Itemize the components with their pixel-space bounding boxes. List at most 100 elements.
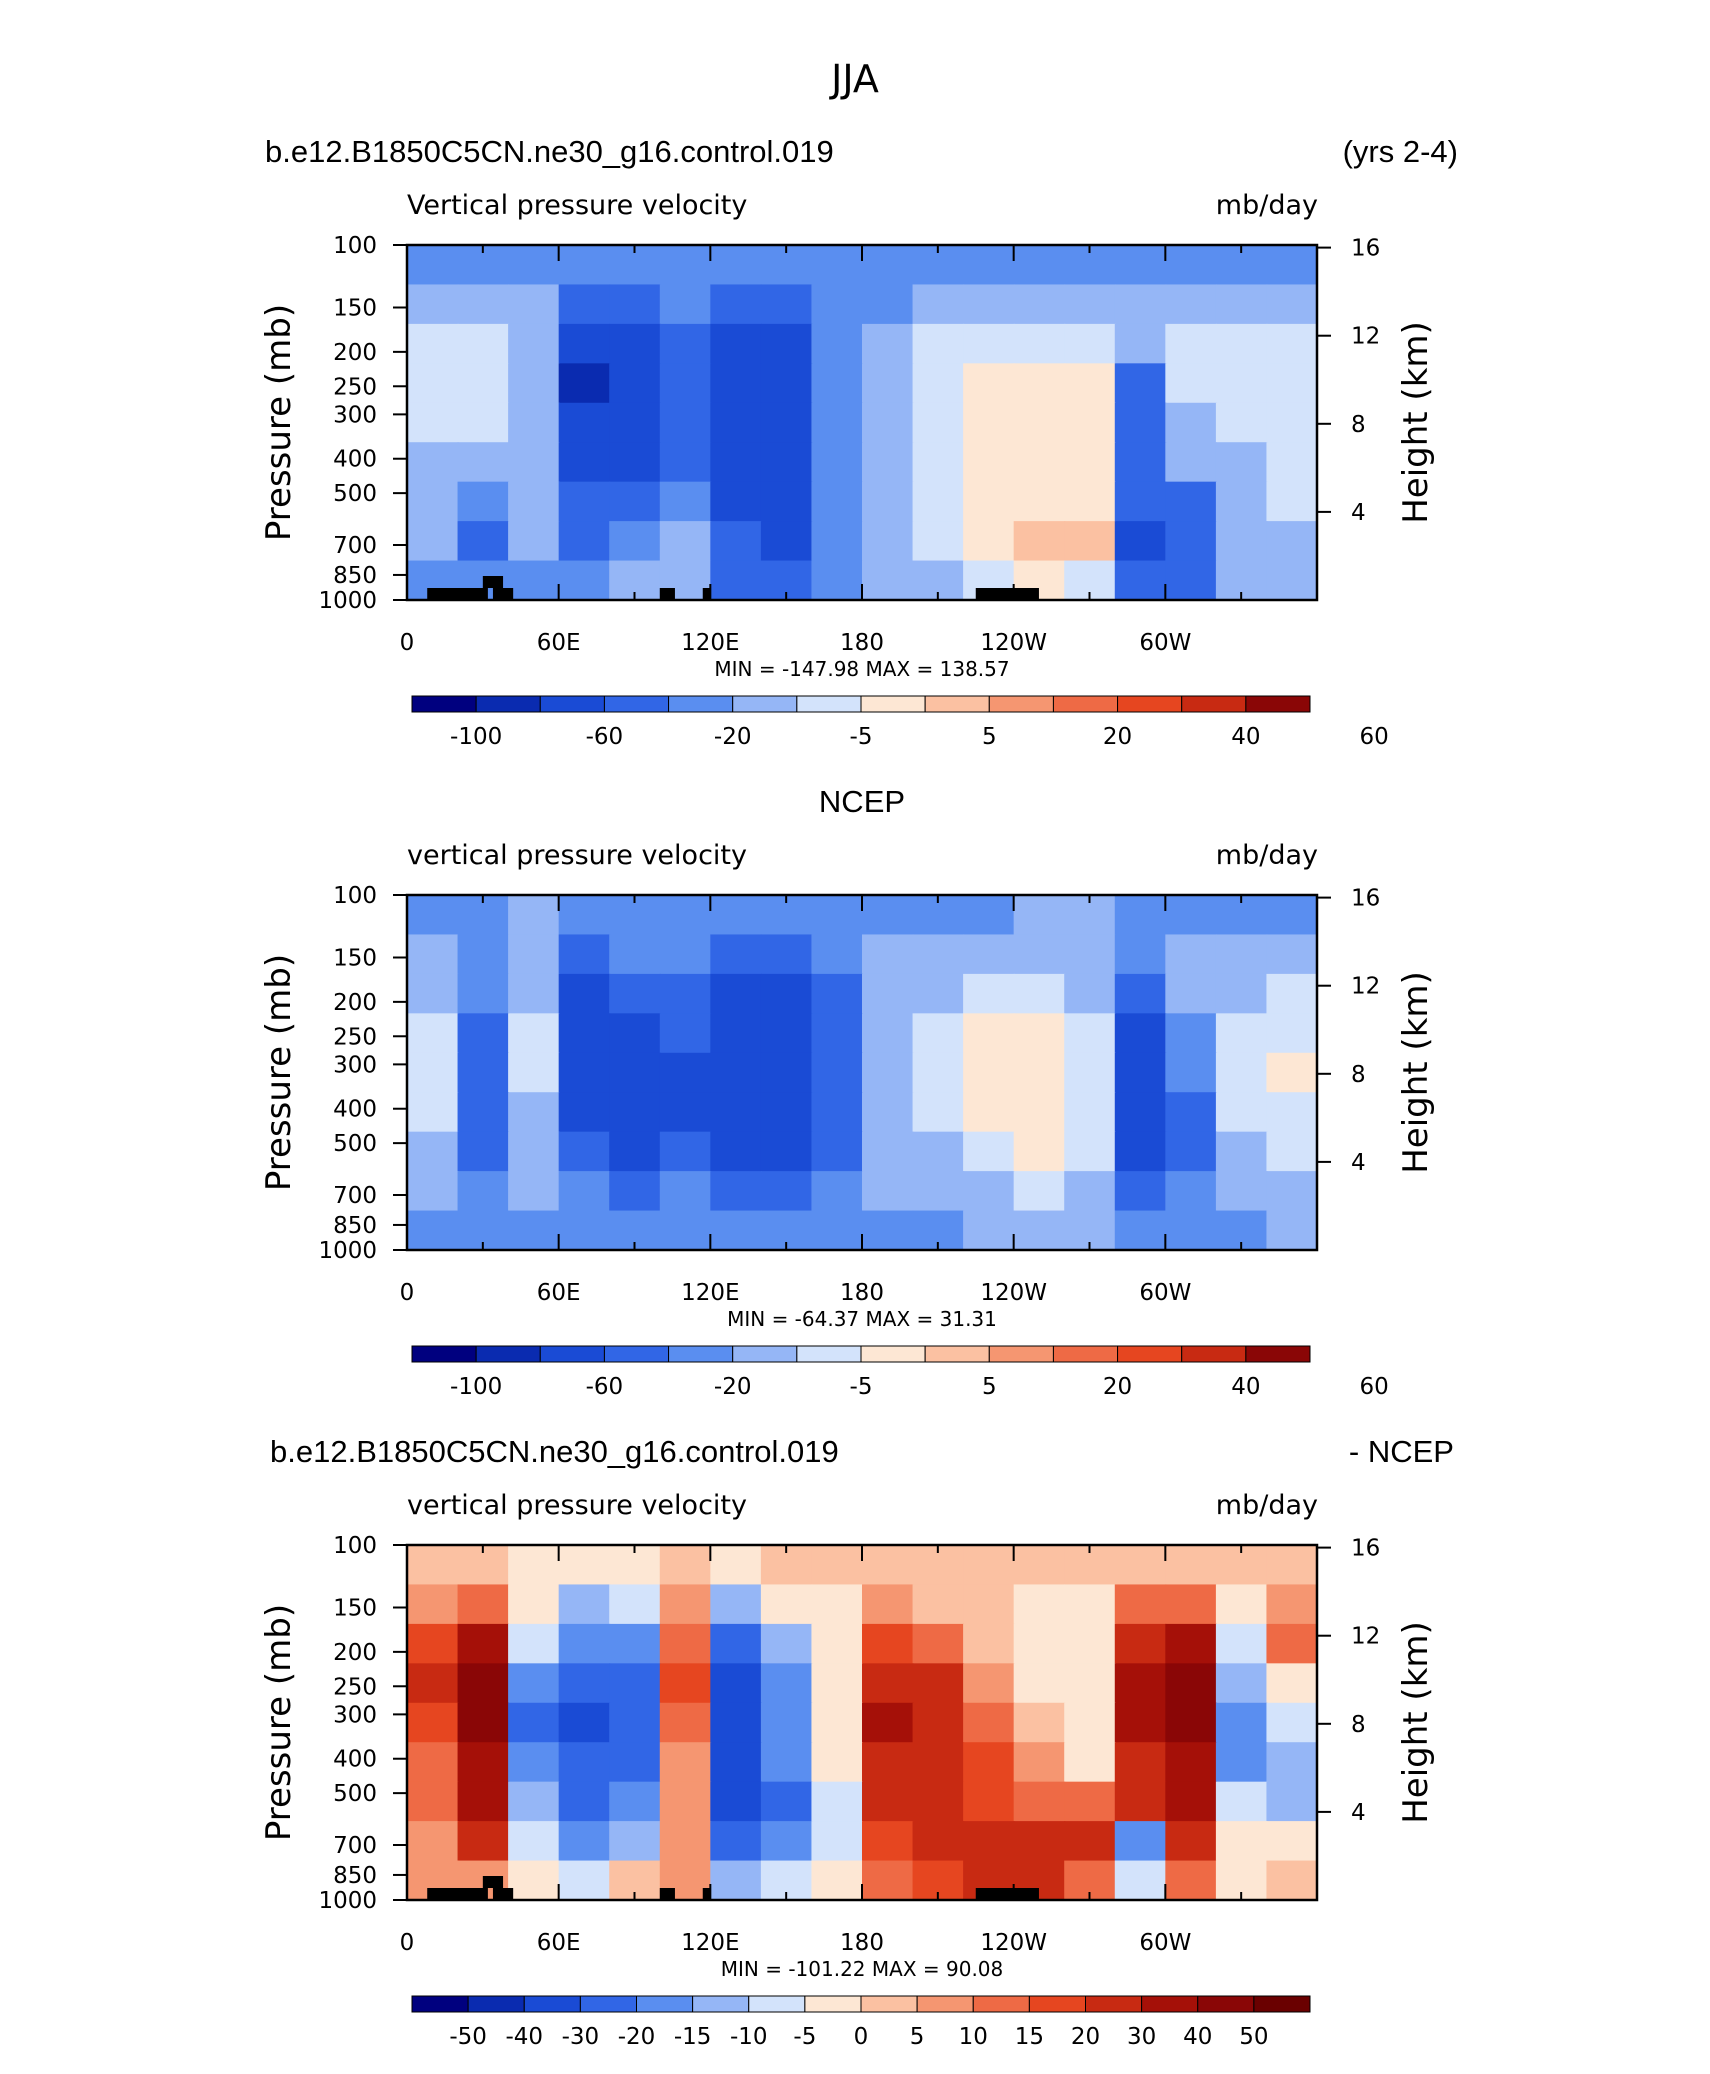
panel-model: b.e12.B1850C5CN.ne30_g16.control.019 (yr… bbox=[259, 134, 1458, 750]
heatmap-cell bbox=[508, 1860, 560, 1900]
heatmap-cell bbox=[609, 1742, 661, 1783]
heatmap-cell bbox=[760, 323, 813, 365]
heatmap-cell bbox=[659, 521, 712, 562]
heatmap-cell bbox=[710, 1545, 762, 1586]
heatmap-cell bbox=[407, 1545, 459, 1586]
heatmap-cell bbox=[407, 1092, 459, 1133]
heatmap-cell bbox=[1114, 1663, 1167, 1704]
colorbar-swatch bbox=[1181, 695, 1247, 713]
heatmap-cell bbox=[1013, 1623, 1066, 1665]
heatmap-cell bbox=[912, 1663, 965, 1704]
heatmap-cell bbox=[760, 442, 813, 483]
colorbar-label: -20 bbox=[714, 1374, 752, 1400]
heatmap-cell bbox=[1013, 1702, 1066, 1744]
heatmap-cell bbox=[760, 1663, 813, 1704]
heatmap-cell bbox=[558, 973, 611, 1015]
colorbar-swatch bbox=[1197, 1995, 1255, 2013]
heatmap-cell bbox=[659, 1702, 712, 1744]
heatmap-cell bbox=[1064, 1663, 1116, 1704]
colorbar-swatch bbox=[1117, 695, 1183, 713]
heatmap-cell bbox=[862, 1052, 914, 1094]
heatmap-cell bbox=[659, 1052, 712, 1094]
heatmap-cell bbox=[659, 1623, 712, 1665]
heatmap-cell bbox=[1013, 1742, 1066, 1783]
heatmap-cell bbox=[558, 1663, 611, 1704]
heatmap-cell bbox=[1266, 1171, 1317, 1212]
heatmap-cell bbox=[508, 1210, 560, 1250]
heatmap-cell bbox=[508, 521, 560, 562]
heatmap-cell bbox=[912, 1052, 965, 1094]
heatmap-cell bbox=[457, 1623, 510, 1665]
heatmap-cell bbox=[811, 1171, 864, 1212]
heatmap-cell bbox=[862, 560, 914, 600]
heatmap-cell bbox=[1266, 1742, 1317, 1783]
heatmap-cell bbox=[760, 1013, 813, 1054]
heatmap-cell bbox=[1165, 481, 1217, 522]
heatmap-cell bbox=[1266, 1545, 1317, 1586]
heatmap-cell bbox=[710, 1584, 762, 1625]
heatmap-cell bbox=[1064, 1584, 1116, 1625]
heatmap-cell bbox=[811, 245, 864, 286]
heatmap-cell bbox=[963, 1821, 1015, 1862]
heatmap-cell bbox=[862, 1742, 914, 1783]
heatmap-cell bbox=[710, 1860, 762, 1900]
heatmap-cell bbox=[609, 973, 661, 1015]
heatmap-cell bbox=[1165, 1584, 1217, 1625]
heatmap-cell bbox=[558, 1210, 611, 1250]
heatmap-cell bbox=[558, 245, 611, 286]
heatmap-cell bbox=[1013, 323, 1066, 365]
y-tick-label: 300 bbox=[333, 402, 377, 428]
heatmap-cell bbox=[1266, 1013, 1317, 1054]
heatmap-cell bbox=[508, 1584, 560, 1625]
heatmap-cell bbox=[760, 1623, 813, 1665]
heatmap-cell bbox=[407, 245, 459, 286]
colorbar-swatch bbox=[1141, 1995, 1199, 2013]
heatmap-cell bbox=[710, 245, 762, 286]
y-tick-label: 850 bbox=[333, 563, 377, 589]
heatmap-cell bbox=[558, 284, 611, 325]
heatmap-cell bbox=[659, 323, 712, 365]
heatmap-cell bbox=[811, 895, 864, 936]
heatmap-cell bbox=[1064, 1171, 1116, 1212]
heatmap-cell bbox=[558, 1131, 611, 1172]
y-axis-label: Pressure (mb) bbox=[259, 954, 299, 1191]
heatmap-cell bbox=[710, 1052, 762, 1094]
heatmap-cell bbox=[963, 1013, 1015, 1054]
heatmap-cell bbox=[710, 1821, 762, 1862]
heatmap-cell bbox=[1114, 1702, 1167, 1744]
heatmap-cell bbox=[659, 973, 712, 1015]
heatmap-cell bbox=[609, 442, 661, 483]
heatmap-cell bbox=[963, 1131, 1015, 1172]
heatmap-cell bbox=[760, 284, 813, 325]
colorbar-swatch bbox=[467, 1995, 525, 2013]
heatmap-cell bbox=[710, 973, 762, 1015]
heatmap-cell bbox=[1013, 1781, 1066, 1822]
h-tick-label: 12 bbox=[1351, 974, 1380, 1000]
heatmap-cell bbox=[1013, 402, 1066, 444]
heatmap-cell bbox=[659, 1781, 712, 1822]
heatmap-cell bbox=[508, 245, 560, 286]
heatmap-cell bbox=[1215, 1821, 1268, 1862]
heatmap-cell bbox=[811, 1210, 864, 1250]
heatmap-cell bbox=[407, 402, 459, 444]
heatmap-cell bbox=[912, 1131, 965, 1172]
heatmap-cell bbox=[1114, 1052, 1167, 1094]
heatmap-cell bbox=[1266, 481, 1317, 522]
heatmap-cell bbox=[609, 323, 661, 365]
figure-title: JJA bbox=[829, 57, 879, 101]
heatmap-cell bbox=[457, 1171, 510, 1212]
heatmap-cell bbox=[1215, 1742, 1268, 1783]
colorbar: -50 -40 -30 -20 -15 -10 -5 0 5 10 15 20 30 40 50 bbox=[411, 1995, 1311, 2050]
heatmap-cell bbox=[963, 245, 1015, 286]
heatmap-cell bbox=[963, 1545, 1015, 1586]
colorbar-swatch bbox=[1052, 695, 1119, 713]
heatmap-cell bbox=[508, 323, 560, 365]
heatmap-cell bbox=[1013, 442, 1066, 483]
colorbar-swatch bbox=[603, 695, 670, 713]
heatmap-cell bbox=[659, 1092, 712, 1133]
heatmap-cell bbox=[508, 1663, 560, 1704]
heatmap-cell bbox=[1165, 1013, 1217, 1054]
x-tick-label: 60W bbox=[1139, 1930, 1191, 1956]
heatmap-cell bbox=[1165, 934, 1217, 975]
h-tick-label: 16 bbox=[1351, 236, 1380, 262]
